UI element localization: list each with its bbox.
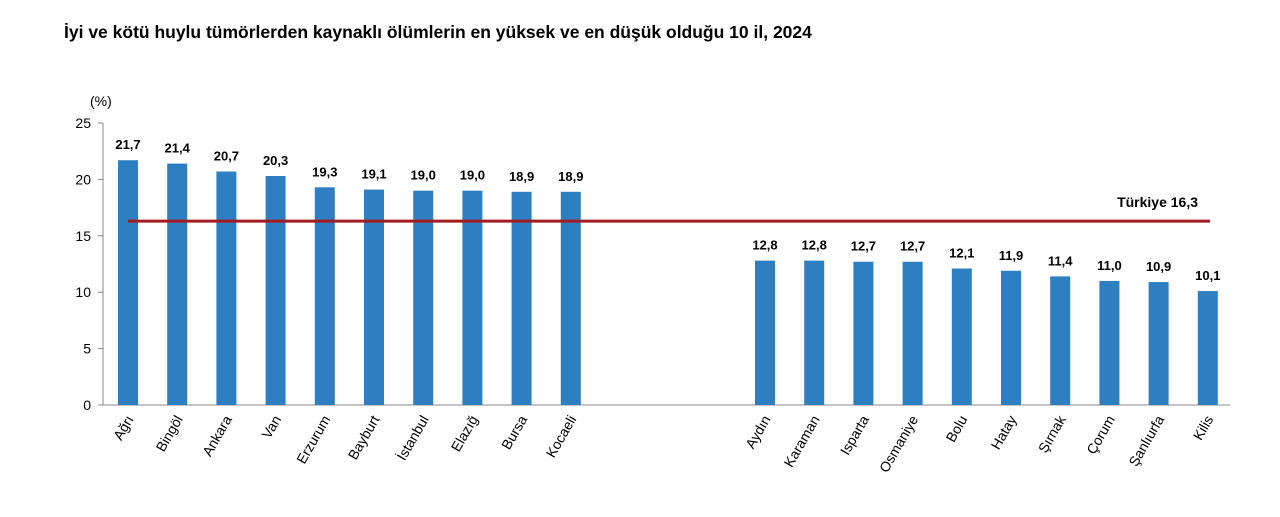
y-tick-label: 10 [75, 284, 91, 300]
y-tick-label: 5 [83, 341, 91, 357]
x-tick-label: Şırnak [1035, 412, 1070, 456]
data-label: 12,8 [752, 238, 777, 253]
bar [265, 176, 286, 405]
y-tick-label: 15 [75, 228, 91, 244]
data-label: 21,4 [165, 141, 191, 156]
x-tick-label: Ankara [199, 412, 235, 459]
data-label: 11,9 [999, 248, 1024, 263]
data-label: 12,1 [949, 246, 974, 261]
data-label: 21,7 [115, 137, 140, 152]
data-label: 18,9 [558, 169, 583, 184]
x-tick-label: Çorum [1083, 413, 1118, 457]
bar [167, 163, 188, 405]
bar [118, 160, 138, 405]
data-label: 20,3 [263, 153, 288, 168]
bar [1148, 282, 1169, 405]
x-tick-label: Aydın [742, 413, 774, 452]
x-tick-label: Bingöl [152, 413, 185, 455]
bar [804, 260, 825, 405]
data-label: 18,9 [509, 169, 534, 184]
x-tick-label: Kilis [1190, 413, 1217, 443]
x-tick-label: Osmaniye [876, 412, 921, 475]
bar [755, 260, 775, 405]
data-label: 19,3 [312, 164, 337, 179]
x-tick-label: Isparta [837, 412, 872, 457]
reference-line-label: Türkiye 16,3 [1117, 194, 1198, 210]
data-label: 10,1 [1195, 268, 1220, 283]
bar [951, 268, 972, 405]
x-tick-label: Van [258, 413, 284, 442]
x-tick-label: Karaman [781, 413, 823, 470]
bar [314, 187, 335, 405]
bar [1050, 276, 1071, 405]
x-tick-label: Ağrı [110, 413, 137, 443]
data-label: 11,4 [1048, 253, 1073, 268]
chart-title: İyi ve kötü huylu tümörlerden kaynaklı ö… [64, 22, 812, 42]
data-label: 11,0 [1097, 258, 1122, 273]
data-label: 20,7 [214, 149, 239, 164]
x-tick-label: Bayburt [345, 412, 383, 462]
bar [511, 191, 532, 405]
bar [1001, 270, 1021, 405]
x-tick-label: Hatay [987, 413, 1019, 453]
data-label: 12,7 [900, 239, 925, 254]
bar [853, 261, 874, 405]
data-label: 19,1 [361, 167, 386, 182]
bar [902, 261, 923, 405]
x-tick-label: Kocaeli [543, 413, 580, 461]
bar [216, 171, 237, 405]
y-axis-label: (%) [90, 93, 112, 109]
y-tick-label: 25 [75, 115, 91, 131]
y-tick-label: 0 [83, 397, 91, 413]
x-tick-label: Şanlıurfa [1125, 412, 1167, 469]
data-label: 19,0 [411, 168, 436, 183]
bar [1099, 280, 1120, 405]
bar [560, 191, 581, 405]
bar [462, 190, 483, 405]
bar [413, 190, 434, 405]
data-label: 10,9 [1146, 259, 1171, 274]
x-tick-label: İstanbul [393, 412, 432, 463]
y-tick-label: 20 [75, 171, 91, 187]
bar [364, 189, 384, 405]
x-tick-label: Bursa [498, 412, 530, 452]
x-tick-label: Erzurum [293, 413, 333, 467]
bar [1197, 291, 1218, 405]
data-label: 12,7 [851, 239, 876, 254]
data-label: 19,0 [460, 168, 485, 183]
x-tick-label: Bolu [943, 413, 971, 445]
x-tick-label: Elazığ [448, 413, 481, 455]
data-label: 12,8 [802, 238, 827, 253]
